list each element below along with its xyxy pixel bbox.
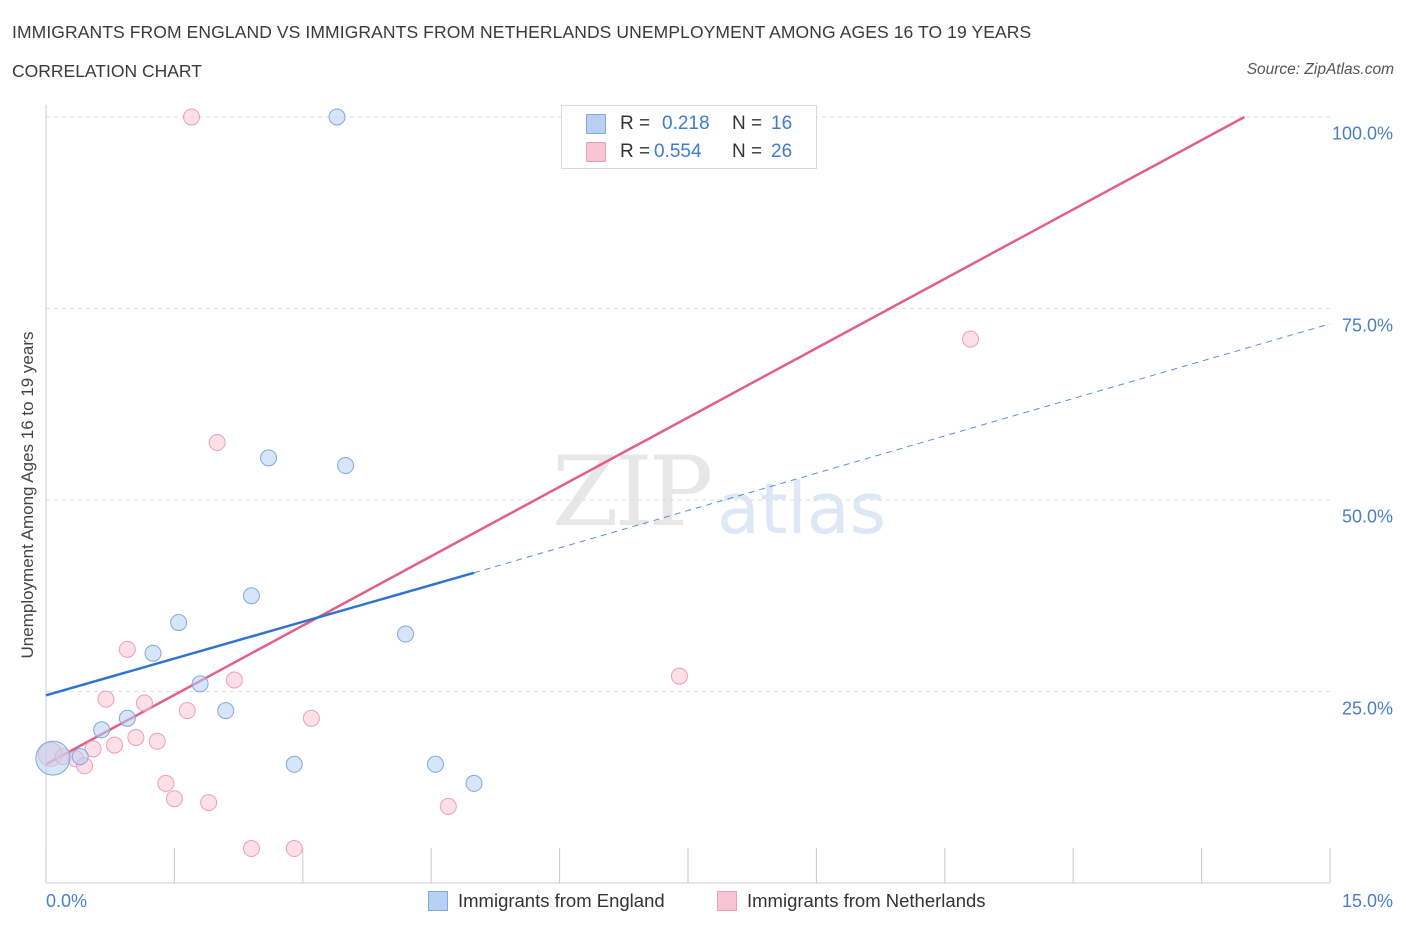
england-point: [328, 108, 346, 126]
england-point: [144, 644, 162, 662]
netherlands-point: [97, 690, 115, 708]
netherlands-trend-line: [45, 115, 1245, 766]
england-r-value: 0.218: [662, 113, 710, 134]
england-point: [242, 587, 260, 605]
netherlands-point: [225, 671, 243, 689]
england-point: [71, 748, 89, 766]
netherlands-n-label: N =: [732, 141, 763, 162]
watermark-zip: ZIP: [552, 436, 713, 548]
netherlands-point: [285, 840, 303, 858]
trend-lines: [45, 115, 1331, 766]
netherlands-point: [208, 434, 226, 452]
netherlands-r-label: R =: [620, 141, 651, 162]
y-tick-label: 75.0%: [1341, 315, 1393, 335]
netherlands-point: [157, 774, 175, 792]
chart-subtitle: CORRELATION CHART: [12, 61, 202, 81]
netherlands-point: [200, 794, 218, 812]
stats-legend: R = 0.218 N = 16 R = 0.554 N = 26: [561, 105, 817, 169]
netherlands-point: [148, 732, 166, 750]
y-axis-label: Unemployment Among Ages 16 to 19 years: [18, 331, 37, 659]
netherlands-point: [127, 728, 145, 746]
england-point: [260, 449, 278, 467]
netherlands-point: [118, 640, 136, 658]
y-tick-label: 100.0%: [1331, 123, 1393, 144]
england-point: [426, 755, 444, 773]
england-point: [118, 709, 136, 727]
england-n-label: N =: [732, 113, 763, 134]
netherlands-swatch: [586, 142, 606, 162]
legend-item-england: Immigrants from England: [428, 890, 665, 912]
england-point: [337, 457, 355, 475]
legend-england-label: Immigrants from England: [458, 890, 665, 911]
england-point: [35, 740, 71, 776]
netherlands-n-value: 26: [771, 141, 793, 162]
england-point: [93, 721, 111, 739]
legend-netherlands-label: Immigrants from Netherlands: [747, 890, 986, 911]
y-tick-label: 25.0%: [1341, 698, 1393, 718]
england-point: [191, 675, 209, 693]
england-swatch: [586, 114, 606, 134]
england-trend-extension: [473, 323, 1331, 574]
netherlands-point: [439, 797, 457, 815]
netherlands-point: [302, 709, 320, 727]
england-point: [217, 702, 235, 720]
data-points: [35, 108, 979, 858]
netherlands-point: [84, 740, 102, 758]
england-trend-line: [45, 571, 475, 697]
netherlands-point: [670, 667, 688, 685]
netherlands-r-value: 0.554: [654, 141, 702, 162]
y-tick-label: 50.0%: [1341, 506, 1393, 527]
netherlands-point: [961, 330, 979, 348]
netherlands-point: [135, 694, 153, 712]
grid-lines: [46, 116, 1330, 692]
legend-netherlands-swatch: [717, 891, 737, 911]
netherlands-point: [105, 736, 123, 754]
england-point: [285, 755, 303, 773]
netherlands-point: [165, 790, 183, 808]
england-point: [465, 774, 483, 792]
england-n-value: 16: [771, 113, 793, 134]
netherlands-point: [183, 108, 201, 126]
source-credit: Source: ZipAtlas.com: [1246, 61, 1394, 78]
x-tick-label-min: 0.0%: [46, 891, 88, 911]
netherlands-point: [178, 702, 196, 720]
x-tick-label-max: 15.0%: [1341, 891, 1393, 911]
legend-england-swatch: [428, 891, 448, 911]
england-r-label: R =: [620, 113, 651, 134]
legend-item-netherlands: Immigrants from Netherlands: [717, 890, 986, 912]
netherlands-point: [242, 840, 260, 858]
axes: [45, 105, 1331, 884]
watermark-atlas: atlas: [717, 468, 887, 550]
england-point: [397, 625, 415, 643]
england-point: [170, 614, 188, 632]
chart-title: IMMIGRANTS FROM ENGLAND VS IMMIGRANTS FR…: [12, 22, 1032, 42]
